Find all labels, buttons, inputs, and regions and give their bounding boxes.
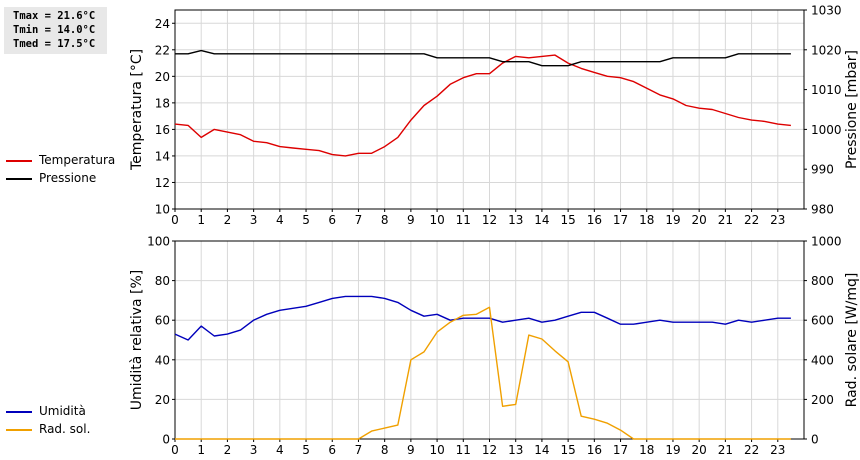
x-tick-label: 23 (770, 443, 785, 457)
y-tick-label: 20 (155, 393, 170, 407)
x-tick-label: 12 (482, 213, 497, 227)
stat-tmed: Tmed = 17.5°C (13, 38, 96, 50)
legend-label-pressione: Pressione (39, 171, 97, 185)
series-line-temperatura (174, 54, 791, 157)
y-tick-label: 60 (155, 314, 170, 328)
x-tick-label: 11 (456, 443, 471, 457)
y-tick-label: 18 (155, 96, 170, 110)
x-tick-label: 10 (429, 443, 444, 457)
x-tick-label: 9 (407, 443, 415, 457)
x-tick-label: 7 (355, 213, 363, 227)
y2-axis-label: Pressione [mbar] (844, 50, 860, 169)
y-tick-label: 40 (155, 353, 170, 367)
x-tick-label: 22 (744, 213, 759, 227)
y-axis-label: Temperatura [°C] (129, 49, 145, 171)
x-tick-label: 4 (276, 213, 284, 227)
x-tick-label: 15 (560, 443, 575, 457)
x-tick-label: 12 (482, 443, 497, 457)
y2-tick-label: 0 (811, 433, 819, 447)
y2-tick-label: 1000 (811, 123, 842, 137)
x-tick-label: 5 (302, 213, 310, 227)
y-tick-label: 16 (155, 123, 170, 137)
stat-tmin: Tmin = 14.0°C (13, 24, 96, 36)
x-tick-label: 19 (665, 213, 680, 227)
x-tick-label: 17 (613, 213, 628, 227)
x-tick-label: 1 (197, 213, 205, 227)
x-tick-label: 16 (587, 443, 602, 457)
y-tick-label: 10 (155, 203, 170, 217)
x-tick-label: 14 (534, 443, 549, 457)
y2-tick-label: 1030 (811, 4, 842, 18)
x-tick-label: 3 (250, 213, 258, 227)
x-tick-label: 4 (276, 443, 284, 457)
x-tick-label: 1 (197, 443, 205, 457)
plot-frame (174, 240, 805, 440)
y2-tick-label: 800 (811, 274, 834, 288)
y-tick-label: 100 (147, 235, 170, 249)
y-tick-label: 24 (155, 17, 170, 31)
legend-swatch-rad-sol (6, 429, 32, 431)
x-tick-label: 2 (224, 213, 232, 227)
y-tick-label: 14 (155, 149, 170, 163)
x-tick-label: 16 (587, 213, 602, 227)
y-tick-label: 20 (155, 70, 170, 84)
series-line-rad-sol (175, 306, 791, 440)
legend-label-temperatura: Temperatura (39, 153, 116, 167)
y2-tick-label: 1000 (811, 235, 842, 249)
x-tick-label: 13 (508, 443, 523, 457)
x-tick-label: 7 (355, 443, 363, 457)
y2-tick-label: 1020 (811, 43, 842, 57)
stat-tmax: Tmax = 21.6°C (13, 10, 96, 22)
y2-tick-label: 200 (811, 393, 834, 407)
x-tick-label: 10 (429, 213, 444, 227)
y2-tick-label: 990 (811, 163, 834, 177)
x-tick-label: 14 (534, 213, 549, 227)
x-tick-label: 19 (665, 443, 680, 457)
y2-axis-label: Rad. solare [W/mq] (844, 273, 860, 408)
x-tick-label: 13 (508, 213, 523, 227)
series-line-pressione (175, 49, 791, 67)
series-line-umidit (174, 295, 791, 341)
y-tick-label: 80 (155, 274, 170, 288)
y-tick-label: 12 (155, 176, 170, 190)
x-tick-label: 5 (302, 443, 310, 457)
x-tick-label: 9 (407, 213, 415, 227)
x-tick-label: 8 (381, 213, 389, 227)
x-tick-label: 20 (692, 213, 707, 227)
legend-label-rad-sol: Rad. sol. (39, 422, 91, 436)
plot-frame (174, 9, 805, 210)
legend-swatch-pressione (6, 178, 32, 180)
x-tick-label: 6 (328, 213, 336, 227)
x-tick-label: 8 (381, 443, 389, 457)
y2-tick-label: 1010 (811, 83, 842, 97)
legend-swatch-umidita (6, 411, 32, 413)
legend-swatch-temperatura (6, 160, 32, 162)
x-tick-label: 18 (639, 443, 654, 457)
x-tick-label: 23 (770, 213, 785, 227)
x-tick-label: 2 (224, 443, 232, 457)
x-tick-label: 6 (328, 443, 336, 457)
x-tick-label: 15 (560, 213, 575, 227)
y-tick-label: 0 (162, 433, 170, 447)
x-tick-label: 0 (171, 213, 179, 227)
x-tick-label: 18 (639, 213, 654, 227)
y-axis-label: Umidità relativa [%] (129, 270, 145, 411)
x-tick-label: 22 (744, 443, 759, 457)
x-tick-label: 21 (718, 443, 733, 457)
y-tick-label: 22 (155, 43, 170, 57)
x-tick-label: 20 (692, 443, 707, 457)
x-tick-label: 21 (718, 213, 733, 227)
chart-panel-1: 0 1 2 3 4 5 6 7 8 9 10 11 12 13 14 15 16 17 18 19 20 21 22 2302… (129, 235, 860, 458)
y2-tick-label: 400 (811, 353, 834, 367)
x-tick-label: 3 (250, 443, 258, 457)
x-tick-label: 17 (613, 443, 628, 457)
x-tick-label: 11 (456, 213, 471, 227)
stats-box: Tmax = 21.6°C Tmin = 14.0°C Tmed = 17.5°… (4, 7, 107, 54)
legend-label-umidita: Umidità (39, 404, 86, 418)
chart-panel-0: 0 1 2 3 4 5 6 7 8 9 10 11 12 13 14 15 16 17 18 19 20 21 22 2310… (129, 4, 860, 228)
y2-tick-label: 600 (811, 314, 834, 328)
x-tick-label: 0 (171, 443, 179, 457)
y2-tick-label: 980 (811, 203, 834, 217)
